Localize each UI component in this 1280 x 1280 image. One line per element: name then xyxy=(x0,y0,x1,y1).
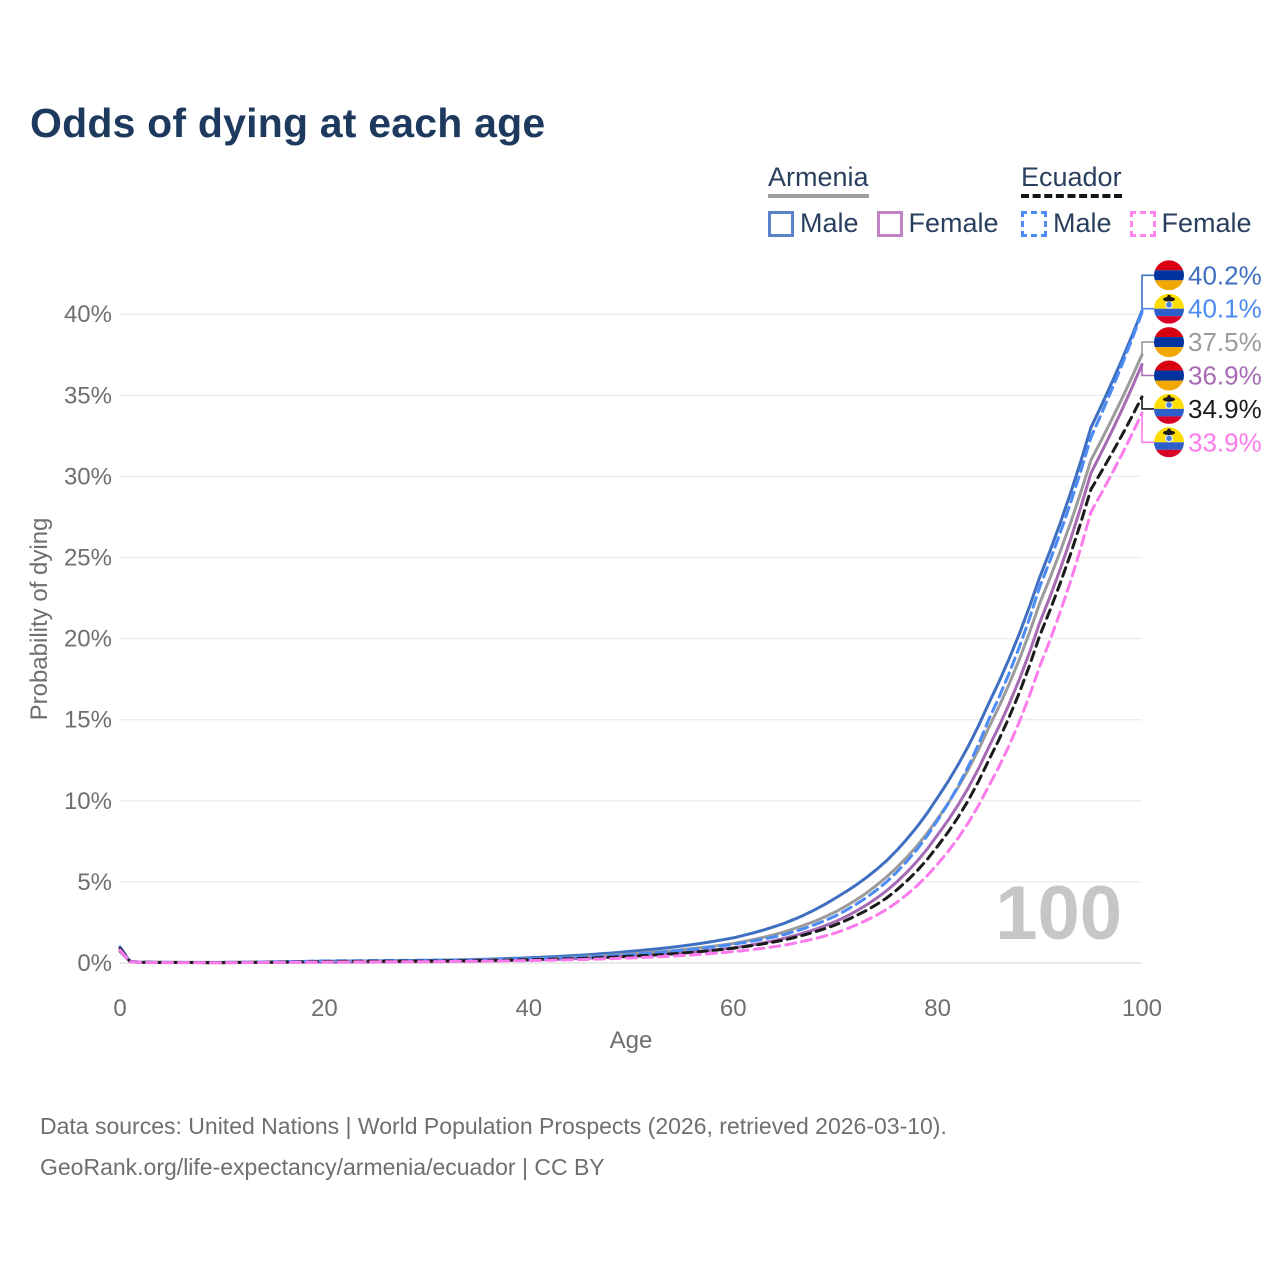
x-tick-40: 40 xyxy=(515,995,542,1022)
legend-checkbox-armenia-male[interactable] xyxy=(768,210,794,237)
end-label-ecuador: 34.9% xyxy=(1188,394,1262,424)
legend-country-armenia[interactable]: Armenia xyxy=(768,163,869,199)
end-label-ecuador-male: 40.1% xyxy=(1188,294,1262,324)
armenia-flag-icon xyxy=(1154,260,1184,291)
line-armenia-male[interactable] xyxy=(118,309,1144,964)
end-label-armenia-male: 40.2% xyxy=(1188,260,1262,290)
line-armenia-female[interactable] xyxy=(118,363,1144,965)
footer-link: GeoRank.org/life-expectancy/armenia/ecua… xyxy=(40,1153,605,1180)
ecuador-flag-icon xyxy=(1154,293,1184,324)
x-tick-80: 80 xyxy=(924,995,951,1022)
leader-ecuador-male xyxy=(1141,307,1154,313)
legend-country-ecuador[interactable]: Ecuador xyxy=(1021,163,1122,199)
legend-label-armenia-female[interactable]: Female xyxy=(908,208,999,239)
y-axis-title: Probability of dying xyxy=(26,518,53,721)
age-watermark: 100 xyxy=(995,871,1122,956)
armenia-flag-icon xyxy=(1154,360,1184,391)
legend-checkbox-ecuador-female[interactable] xyxy=(1129,210,1156,237)
line-ecuador[interactable] xyxy=(118,395,1144,965)
leader-ecuador-female xyxy=(1141,413,1154,444)
end-label-armenia-female: 36.9% xyxy=(1188,361,1262,391)
legend-label-ecuador-male[interactable]: Male xyxy=(1053,208,1112,239)
y-tick-0%: 0% xyxy=(77,950,112,977)
leader-armenia-male xyxy=(1141,274,1154,311)
leader-ecuador xyxy=(1141,396,1154,410)
legend-checkbox-ecuador-male[interactable] xyxy=(1021,210,1047,237)
footer: Data sources: United Nations | World Pop… xyxy=(40,1106,947,1188)
ecuador-flag-icon xyxy=(1154,393,1184,424)
line-ecuador-female[interactable] xyxy=(118,411,1144,965)
leader-armenia-female xyxy=(1141,364,1154,377)
legend-row-ecuador: Male Female xyxy=(1021,208,1270,239)
x-tick-60: 60 xyxy=(720,995,747,1022)
x-tick-20: 20 xyxy=(311,995,338,1022)
legend-label-armenia-male[interactable]: Male xyxy=(800,208,859,239)
leader-armenia xyxy=(1141,341,1154,355)
end-label-ecuador-female: 33.9% xyxy=(1188,427,1262,457)
y-tick-25%: 25% xyxy=(64,545,112,572)
x-tick-100: 100 xyxy=(1122,995,1162,1022)
y-tick-20%: 20% xyxy=(64,626,112,653)
y-tick-40%: 40% xyxy=(64,301,112,328)
y-tick-5%: 5% xyxy=(77,869,112,896)
y-tick-30%: 30% xyxy=(64,463,112,490)
line-ecuador-male[interactable] xyxy=(118,311,1144,964)
page-title: Odds of dying at each age xyxy=(30,100,546,146)
legend-row-armenia: Male Female xyxy=(768,208,1017,239)
x-tick-0: 0 xyxy=(113,995,126,1022)
y-tick-15%: 15% xyxy=(64,707,112,734)
legend-checkbox-armenia-female[interactable] xyxy=(876,210,903,237)
y-tick-10%: 10% xyxy=(64,788,112,815)
ecuador-flag-icon xyxy=(1154,427,1184,458)
armenia-flag-icon xyxy=(1154,327,1184,358)
legend-label-ecuador-female[interactable]: Female xyxy=(1161,208,1252,239)
legend-group-ecuador: Ecuador Male Female xyxy=(1021,163,1270,239)
legend-group-armenia: Armenia Male Female xyxy=(768,163,1017,239)
footer-sources: Data sources: United Nations | World Pop… xyxy=(40,1113,947,1139)
x-axis-title: Age xyxy=(610,1027,653,1054)
end-label-armenia: 37.5% xyxy=(1188,327,1262,357)
line-armenia[interactable] xyxy=(118,353,1144,964)
y-tick-35%: 35% xyxy=(64,382,112,409)
